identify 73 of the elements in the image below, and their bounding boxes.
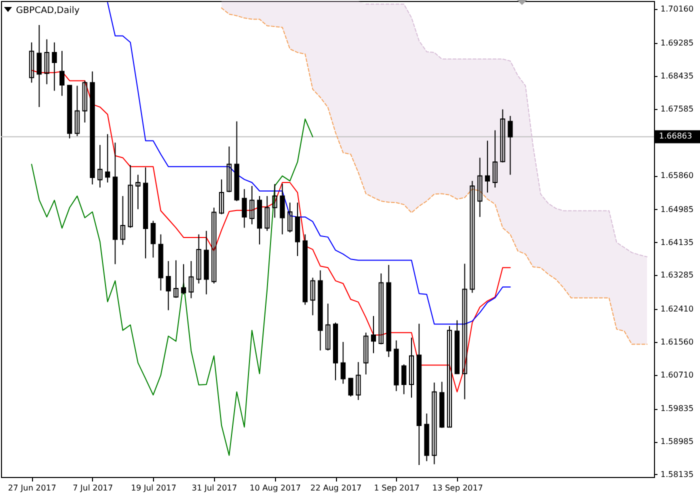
candlestick — [325, 303, 330, 351]
candlestick — [36, 24, 42, 108]
candlestick — [310, 277, 316, 316]
candlestick — [371, 316, 376, 354]
candlestick — [249, 185, 254, 225]
y-tick-label: 1.60710 — [660, 370, 694, 380]
candlestick — [340, 341, 346, 384]
y-tick-label: 1.65860 — [660, 171, 694, 180]
candlestick — [128, 164, 133, 228]
candlestick — [348, 377, 354, 398]
line-series — [107, 2, 511, 325]
candlestick — [97, 144, 102, 188]
x-tick-label: 31 Jul 2017 — [192, 484, 238, 492]
candlestick — [477, 157, 482, 218]
y-tick-label: 1.68435 — [660, 71, 694, 80]
x-tick-label: 10 Aug 2017 — [250, 484, 301, 492]
candlestick — [52, 42, 57, 92]
y-tick-label: 1.63285 — [660, 270, 694, 280]
candlestick — [29, 42, 34, 84]
y-tick-label: 1.69285 — [660, 38, 694, 48]
candlestick — [135, 174, 140, 210]
candlestick — [280, 183, 285, 235]
x-tick-label: 1 Sep 2017 — [374, 484, 420, 492]
candlestick — [500, 108, 506, 163]
x-tick-label: 22 Aug 2017 — [310, 484, 362, 492]
candlestick — [211, 207, 216, 284]
y-tick-label: 1.64135 — [660, 238, 694, 247]
y-tick-label: 1.67585 — [660, 104, 694, 114]
candlestick — [173, 260, 178, 298]
candlestick — [120, 196, 126, 246]
candlestick — [44, 38, 50, 85]
candlestick — [105, 134, 110, 183]
candlestick — [287, 202, 292, 233]
y-tick-label: 1.58985 — [660, 437, 694, 446]
x-tick-label: 27 Jun 2017 — [8, 484, 56, 492]
candlestick — [492, 130, 498, 188]
x-tick-label: 7 Jul 2017 — [72, 484, 113, 492]
candlestick — [272, 184, 278, 218]
candlestick — [196, 234, 202, 284]
candlestick — [484, 140, 490, 194]
text: GBPCAD,Daily — [16, 6, 80, 16]
line-series — [365, 4, 648, 258]
candlestick — [462, 263, 468, 400]
candlestick — [59, 50, 64, 96]
candlestick — [356, 362, 361, 400]
ref-line-label: 1.66863 — [659, 132, 692, 141]
candlestick — [264, 196, 270, 232]
y-tick-label: 1.61560 — [660, 337, 694, 346]
line-series — [31, 118, 314, 456]
candlestick — [219, 178, 224, 215]
candlestick — [150, 220, 156, 258]
candlestick — [166, 260, 171, 311]
candlestick — [181, 264, 186, 295]
y-tick-label: 1.59835 — [660, 404, 694, 414]
candlestick — [226, 146, 232, 193]
x-tick-label: 13 Sep 2017 — [432, 484, 483, 492]
y-tick-label: 1.64985 — [660, 204, 694, 214]
candlestick — [242, 188, 247, 228]
y-tick-label: 1.70160 — [660, 4, 694, 14]
candlestick — [432, 382, 437, 465]
candlestick — [446, 326, 452, 428]
candlestick — [82, 80, 88, 124]
candlestick — [508, 115, 513, 176]
candlestick — [363, 332, 368, 375]
candlestick — [470, 180, 475, 294]
candlestick — [188, 260, 194, 299]
candlestick — [401, 364, 406, 395]
candlestick — [408, 337, 414, 398]
y-tick-label: 1.62410 — [660, 304, 694, 314]
y-tick-label: 1.58135 — [660, 470, 694, 479]
candlestick — [378, 272, 384, 345]
candlestick — [74, 85, 80, 137]
x-tick-label: 19 Jul 2017 — [131, 484, 176, 492]
